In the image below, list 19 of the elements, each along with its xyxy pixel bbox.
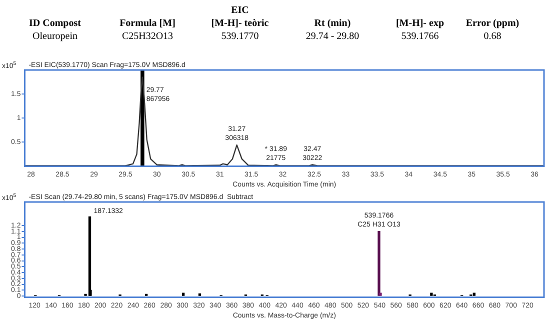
text: 29.74 - 29.80 [304, 30, 360, 43]
text: Formula [M] [118, 17, 176, 30]
text: [M-H]- exp [394, 17, 446, 30]
bar [472, 292, 476, 296]
text: ID Compost [28, 17, 82, 30]
text: EIC [230, 4, 250, 17]
text: Rt (min) [313, 17, 352, 30]
text: 539.1766 [400, 30, 440, 43]
bar [430, 292, 433, 296]
text: Error (ppm) [464, 17, 520, 30]
bar [378, 231, 380, 296]
bar [198, 293, 202, 296]
bar [379, 292, 382, 296]
text: [M-H]- teòric [210, 17, 270, 30]
bar [182, 292, 185, 296]
text: Oleuropein [32, 30, 78, 43]
text: 0.68 [482, 30, 502, 43]
text: 539.1770 [220, 30, 260, 43]
text: C25H32O13 [120, 30, 174, 43]
